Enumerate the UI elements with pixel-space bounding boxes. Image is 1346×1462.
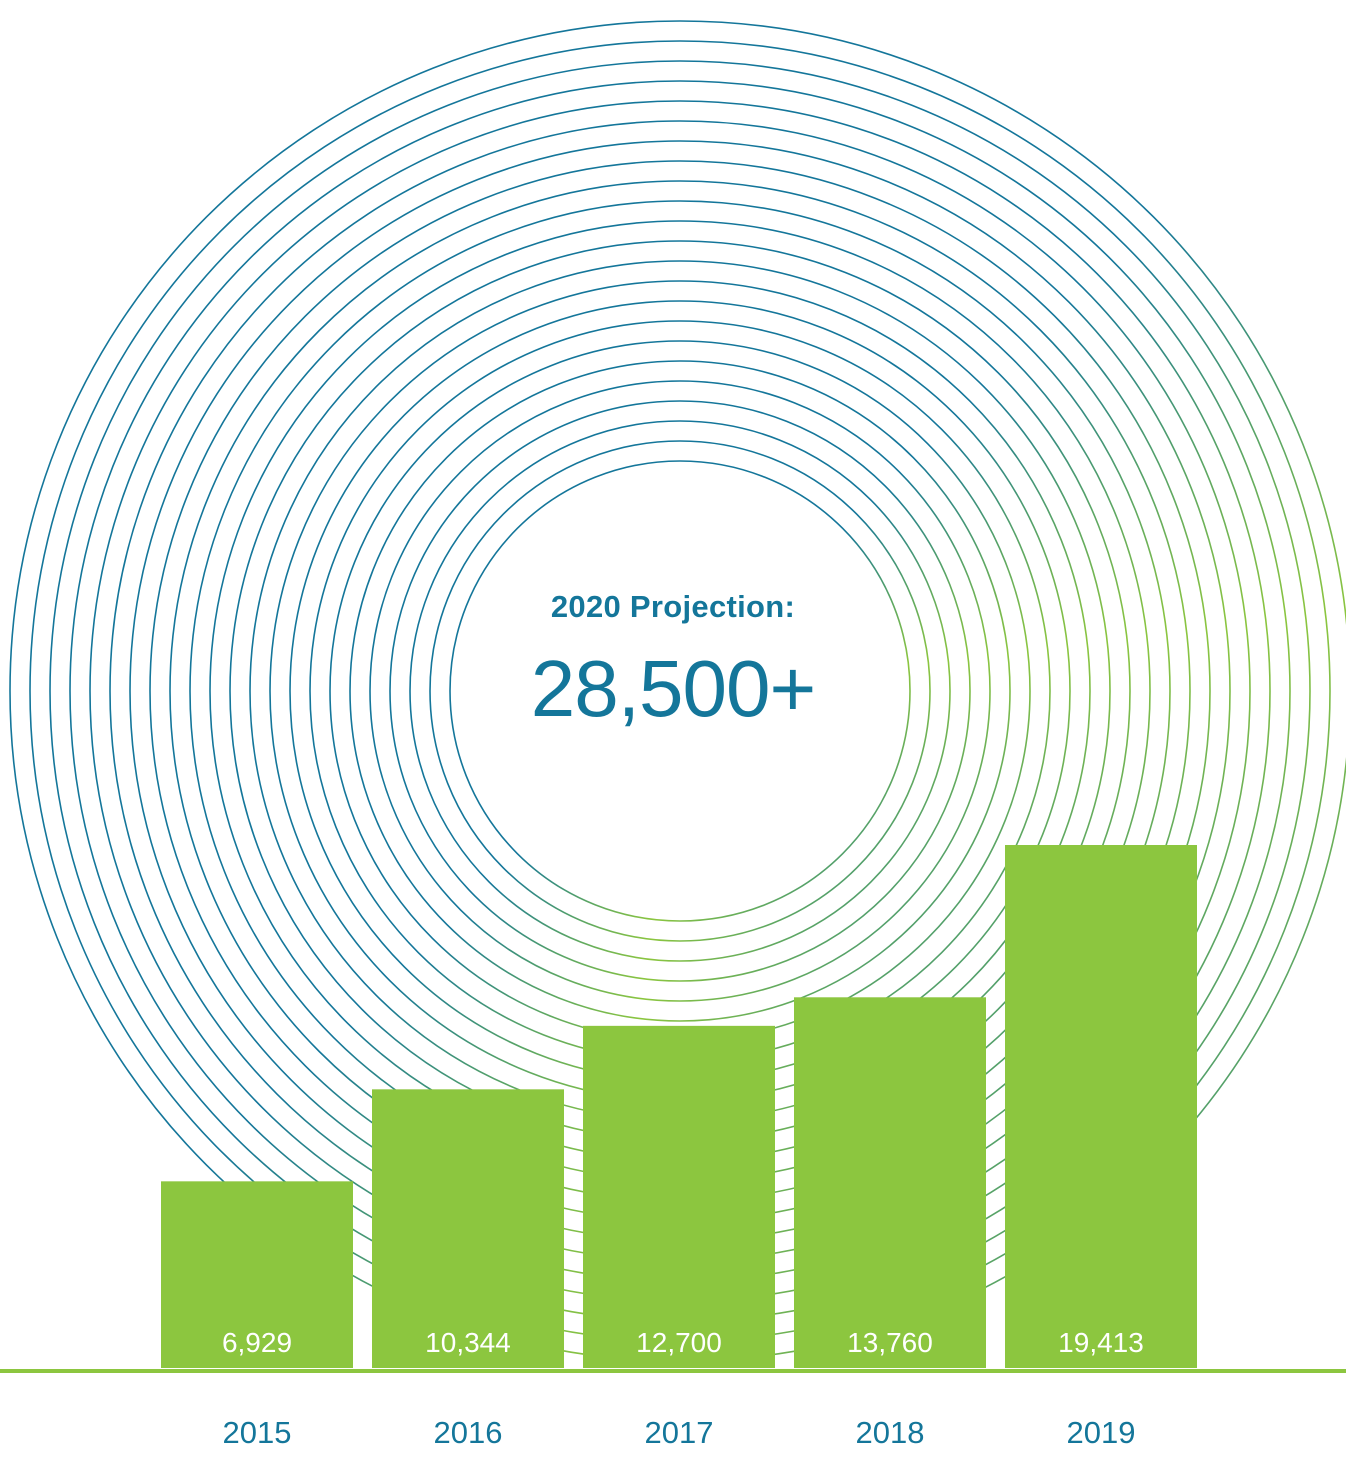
decorative-ring	[429, 440, 931, 942]
bar-2017	[583, 1025, 775, 1368]
decorative-ring	[389, 400, 971, 982]
decorative-ring	[449, 460, 911, 922]
projection-value: 28,500+	[530, 644, 816, 733]
value-label-2015: 6,929	[222, 1327, 292, 1358]
x-tick-label-2016: 2016	[434, 1415, 503, 1450]
concentric-rings-decoration	[9, 20, 1346, 1362]
x-tick-label-2018: 2018	[856, 1415, 925, 1450]
decorative-ring	[369, 380, 991, 1002]
value-labels-group: 6,929 10,344 12,700 13,760 19,413	[222, 1327, 1144, 1358]
x-tick-label-2015: 2015	[223, 1415, 292, 1450]
bar-2016	[372, 1089, 564, 1368]
value-label-2019: 19,413	[1058, 1327, 1144, 1358]
value-label-2016: 10,344	[425, 1327, 511, 1358]
x-tick-labels-group: 2015 2016 2017 2018 2019	[223, 1415, 1136, 1450]
bar-2018	[794, 997, 986, 1368]
bar-2015	[161, 1181, 353, 1368]
bars-group	[161, 845, 1197, 1368]
value-label-2017: 12,700	[636, 1327, 722, 1358]
x-tick-label-2019: 2019	[1067, 1415, 1136, 1450]
value-label-2018: 13,760	[847, 1327, 933, 1358]
decorative-ring	[409, 420, 951, 962]
projection-label: 2020 Projection:	[550, 589, 796, 624]
bar-2019	[1005, 845, 1197, 1368]
x-tick-label-2017: 2017	[645, 1415, 714, 1450]
decorative-ring	[349, 360, 1011, 1022]
